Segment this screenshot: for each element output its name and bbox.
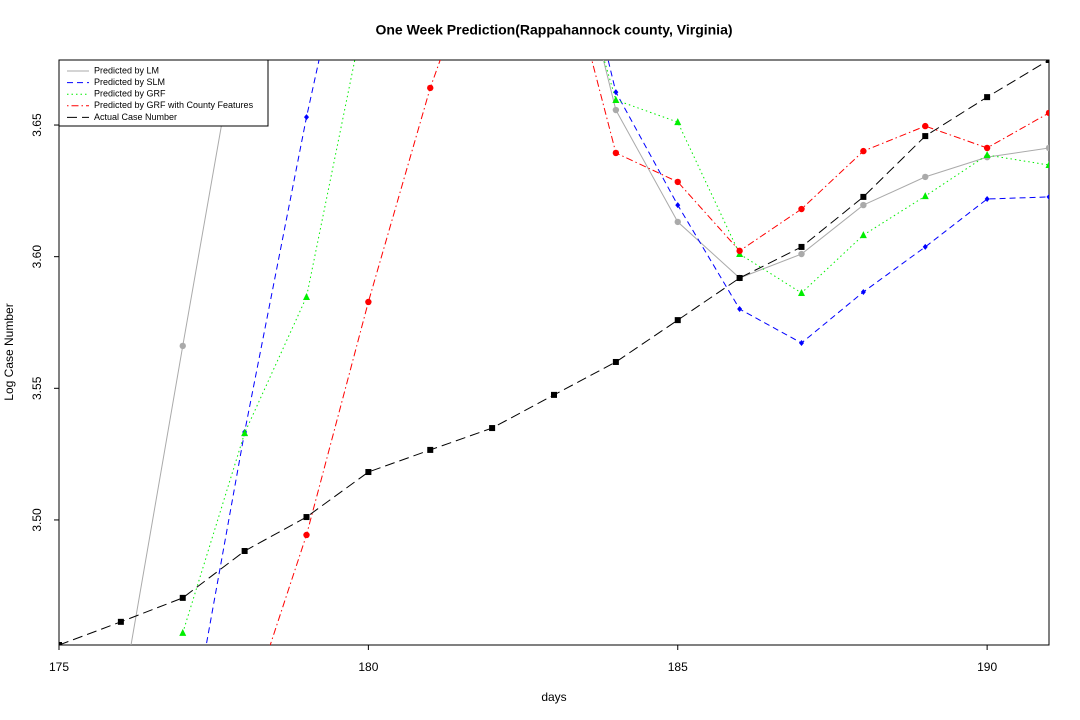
point — [983, 144, 991, 152]
y-tick-label: 3.65 — [30, 113, 44, 137]
point — [612, 149, 620, 157]
point — [798, 250, 805, 258]
plot-area — [59, 60, 1049, 707]
point — [1046, 60, 1049, 63]
point — [922, 243, 928, 250]
point — [984, 196, 990, 203]
y-tick-label: 3.55 — [30, 376, 44, 400]
point — [304, 114, 309, 121]
point — [922, 133, 929, 140]
point — [922, 122, 929, 130]
point — [674, 118, 682, 126]
point — [922, 173, 929, 181]
chart-title: One Week Prediction(Rappahannock county,… — [375, 22, 732, 38]
point — [365, 298, 372, 306]
point — [59, 642, 62, 645]
point — [1046, 193, 1049, 200]
point — [1045, 109, 1049, 117]
point — [613, 89, 619, 96]
point — [798, 205, 805, 213]
point — [675, 202, 681, 209]
series-line — [205, 60, 1049, 645]
x-tick-label: 175 — [49, 660, 69, 674]
point — [612, 358, 619, 365]
point — [921, 192, 929, 200]
x-tick-label: 185 — [668, 660, 688, 674]
point — [860, 193, 867, 200]
point — [674, 218, 681, 226]
point — [859, 231, 867, 239]
point — [612, 106, 620, 114]
y-tick-label: 3.60 — [30, 245, 44, 269]
point — [179, 342, 186, 350]
x-axis-label: days — [541, 690, 566, 704]
point — [799, 340, 804, 347]
point — [241, 548, 248, 555]
plot-frame — [58, 59, 1050, 646]
point — [674, 178, 681, 186]
point — [736, 274, 743, 281]
legend-label: Predicted by GRF — [94, 89, 166, 99]
point — [983, 151, 991, 159]
point — [179, 594, 186, 601]
point — [303, 514, 310, 521]
point — [118, 701, 124, 707]
point — [674, 317, 681, 324]
point — [303, 531, 310, 539]
series-line — [130, 60, 1049, 645]
y-tick-label: 3.50 — [30, 508, 44, 532]
point — [427, 446, 434, 453]
point — [736, 247, 743, 255]
point — [984, 94, 991, 101]
point — [860, 288, 866, 295]
point — [798, 288, 805, 296]
point — [798, 243, 805, 250]
point — [551, 391, 557, 398]
legend-label: Predicted by LM — [94, 65, 159, 75]
point — [365, 469, 372, 476]
legend-label: Predicted by GRF with County Features — [94, 100, 254, 110]
x-tick-label: 190 — [977, 660, 997, 674]
legend-label: Predicted by SLM — [94, 77, 165, 87]
point — [241, 429, 249, 437]
legend-label: Actual Case Number — [94, 112, 177, 122]
point — [1045, 161, 1049, 169]
y-axis-label: Log Case Number — [2, 303, 16, 400]
point — [612, 96, 620, 104]
point — [179, 628, 187, 636]
point — [860, 147, 867, 155]
point — [489, 425, 496, 432]
point — [860, 201, 867, 209]
point — [303, 292, 310, 300]
x-tick-label: 180 — [358, 660, 378, 674]
point — [427, 84, 434, 92]
point — [737, 306, 743, 313]
series-line — [59, 60, 1049, 645]
point — [1045, 144, 1049, 152]
legend-box — [58, 59, 269, 127]
point — [117, 618, 124, 625]
